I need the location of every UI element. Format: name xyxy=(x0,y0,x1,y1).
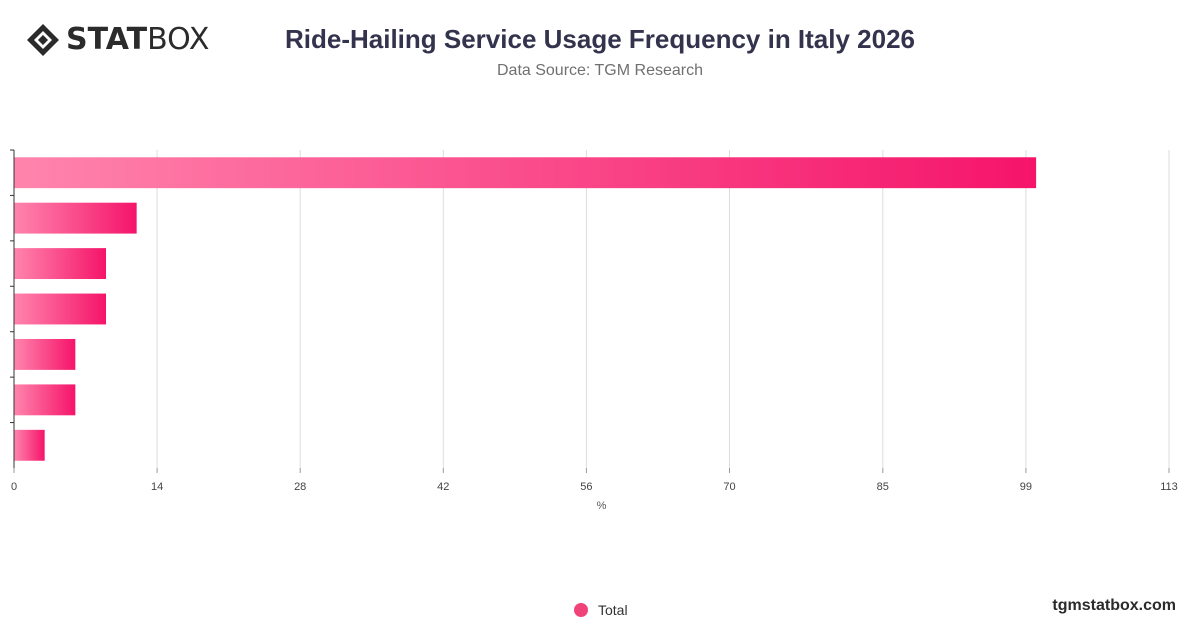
x-axis-label: % xyxy=(597,500,607,512)
bar[interactable] xyxy=(14,293,106,325)
bar[interactable] xyxy=(14,202,137,234)
x-tick-label: 14 xyxy=(151,481,163,493)
x-tick-label: 28 xyxy=(294,481,306,493)
statbox-logo: STATBOX xyxy=(26,22,209,58)
x-tick-label: 85 xyxy=(877,481,889,493)
x-tick-label: 99 xyxy=(1020,481,1032,493)
bar[interactable] xyxy=(14,384,76,416)
logo-wordmark-light: BOX xyxy=(147,22,210,57)
statbox-diamond-icon xyxy=(27,24,59,56)
x-tick-label: 113 xyxy=(1160,481,1178,493)
chart-subtitle: Data Source: TGM Research xyxy=(496,62,703,79)
chart-legend[interactable]: Total xyxy=(574,602,628,618)
bar[interactable] xyxy=(14,338,76,370)
logo-wordmark-bold: STAT xyxy=(66,22,148,57)
x-tick-label: 70 xyxy=(723,481,735,493)
bar[interactable] xyxy=(14,248,106,280)
x-tick-label: 56 xyxy=(580,481,592,493)
logo-wordmark: STATBOX xyxy=(66,22,209,58)
bar[interactable] xyxy=(14,157,1037,189)
chart-title: Ride-Hailing Service Usage Frequency in … xyxy=(284,24,916,54)
x-tick-label: 42 xyxy=(437,481,449,493)
site-link[interactable]: tgmstatbox.com xyxy=(1052,597,1176,614)
legend-label-total: Total xyxy=(598,602,628,618)
x-tick-label: 0 xyxy=(11,481,17,493)
bar[interactable] xyxy=(14,429,45,461)
legend-marker-total xyxy=(574,603,588,617)
